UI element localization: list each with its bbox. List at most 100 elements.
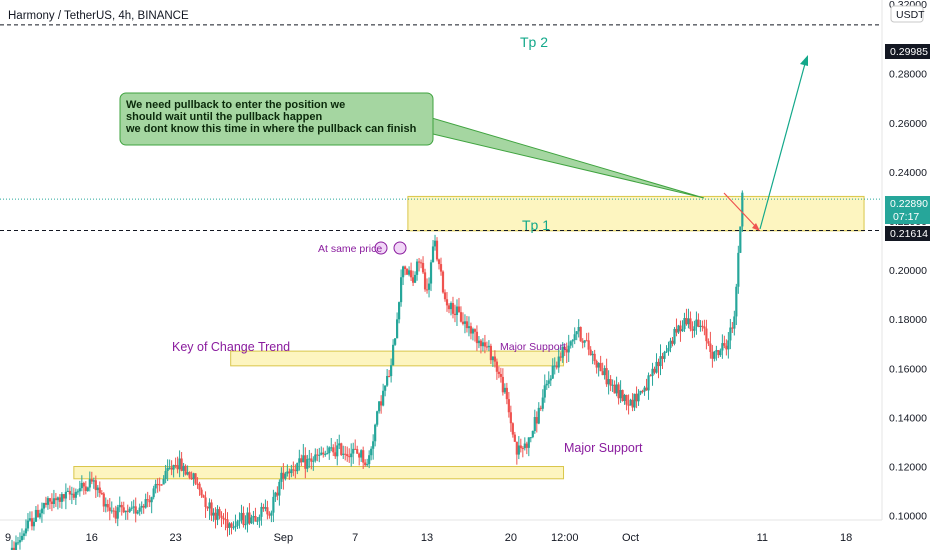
candle-body [114, 510, 117, 519]
candle-body [473, 329, 477, 332]
candle-body [401, 266, 405, 278]
candle-body [278, 481, 281, 496]
candle-body [459, 312, 463, 322]
candle-body [701, 325, 704, 327]
candle-body [633, 393, 636, 408]
candle-body [60, 494, 63, 502]
candle-body [236, 521, 239, 526]
candle-body [308, 458, 311, 460]
candle-body [302, 455, 305, 463]
candle-body [545, 383, 548, 386]
tp2-label: Tp 2 [520, 34, 548, 50]
candle-body [118, 504, 121, 508]
candle-body [104, 504, 107, 507]
candle-body [390, 365, 393, 377]
x-axis-ticks: 9 16 23 Sep 7 13 20 12:00 Oct 11 18 [5, 532, 852, 544]
candle-body [336, 445, 339, 457]
candle-body [421, 262, 425, 273]
candle-body [286, 471, 289, 474]
candle-body [449, 303, 453, 310]
candle-body [413, 274, 417, 283]
tp2-price-text: 0.29985 [890, 46, 928, 58]
candle-body [68, 490, 71, 495]
candle-body [467, 326, 471, 329]
candle-body [382, 390, 385, 406]
key-trend-label: Key of Change Trend [172, 340, 290, 354]
candle-body [499, 373, 502, 377]
candle-body [497, 371, 500, 374]
x-tick-label: 18 [840, 532, 852, 544]
candle-body [653, 368, 656, 373]
candle-body [475, 331, 479, 344]
candle-body [685, 318, 688, 325]
candle-body [727, 340, 730, 350]
candle-body [411, 277, 415, 283]
candle-body [366, 464, 369, 466]
candle-body [344, 453, 347, 455]
candle-body [54, 498, 57, 501]
candle-body [665, 351, 668, 353]
candle-body [198, 483, 201, 490]
candle-body [188, 472, 191, 478]
candle-body [427, 283, 431, 290]
candle-body [591, 353, 594, 356]
tp1-price-text: 0.21614 [890, 228, 928, 240]
same-price-label: At same price [318, 243, 382, 255]
candle-body [505, 387, 508, 400]
candle-body [78, 488, 81, 492]
candle-body [669, 340, 672, 348]
candle-body [152, 488, 155, 498]
candle-body [419, 262, 423, 264]
candle-body [266, 507, 269, 515]
note-box[interactable] [119, 92, 434, 146]
candle-body [340, 443, 343, 455]
x-tick-label: 23 [169, 532, 181, 544]
candle-body [268, 514, 271, 516]
candle-body [392, 344, 395, 366]
candle-body [262, 506, 265, 509]
candle-body [687, 318, 690, 325]
note-line-2: should wait until the pullback happen [126, 111, 322, 123]
candle-body [128, 508, 131, 512]
candle-body [342, 453, 345, 455]
candle-body [623, 394, 626, 401]
candle-body [290, 469, 293, 474]
candle-body [477, 340, 481, 344]
candle-body [64, 491, 67, 499]
candle-body [320, 452, 323, 455]
candle-body [250, 517, 253, 524]
x-tick-label: 7 [352, 532, 358, 544]
candle-body [673, 328, 676, 344]
candle-body [148, 500, 151, 503]
candle-body [360, 450, 363, 458]
candle-body [577, 326, 580, 332]
pullback-arrow [723, 192, 758, 229]
candle-body [164, 470, 167, 479]
candle-body [190, 477, 193, 480]
candle-body [607, 379, 610, 385]
candle-body [312, 460, 315, 462]
candle-body [280, 472, 283, 482]
candle-body [166, 468, 169, 471]
candle-body [90, 479, 93, 482]
candle-body [28, 518, 32, 521]
candle-body [593, 353, 596, 362]
candle-body [288, 471, 291, 474]
candle-body [595, 361, 598, 368]
candle-body [559, 356, 562, 358]
candle-body [667, 347, 670, 352]
candle-body [691, 329, 694, 331]
support-zone-rect [230, 350, 565, 367]
candle-body [158, 484, 161, 486]
candle-body [66, 490, 69, 492]
support-zone-rect [73, 466, 565, 480]
candle-body [276, 492, 279, 496]
countdown-text: 07:17 [893, 211, 919, 223]
candle-body [731, 327, 734, 329]
candle-body [423, 272, 427, 290]
candle-body [202, 495, 205, 498]
candle-body [374, 424, 377, 442]
currency-button[interactable] [890, 5, 924, 23]
candle-body [178, 458, 181, 470]
